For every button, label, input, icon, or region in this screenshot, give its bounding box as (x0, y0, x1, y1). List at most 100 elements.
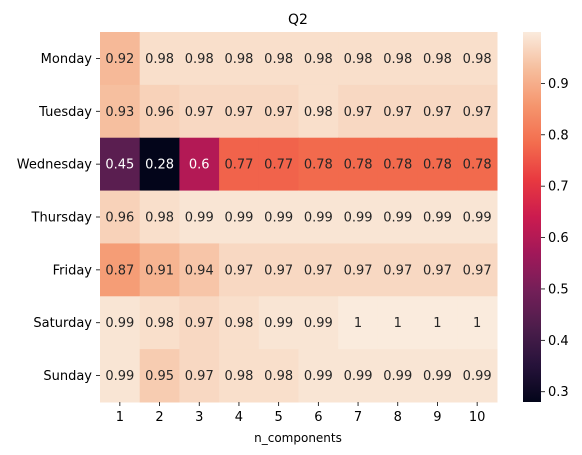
y-tick-label: Sunday (43, 369, 92, 384)
cell-value-label: 0.99 (224, 211, 253, 226)
heatmap-cell (100, 32, 141, 86)
cell-value-label: 0.97 (185, 105, 214, 120)
heatmap-cell (377, 190, 419, 244)
cell-value-label: 0.98 (304, 52, 333, 67)
cell-value-label: 0.97 (423, 105, 452, 120)
heatmap-cell (100, 190, 141, 244)
cell-value-label: 0.99 (264, 316, 293, 331)
heatmap-cell (179, 84, 220, 139)
y-tick-label: Tuesday (38, 105, 92, 120)
heatmap-cell (338, 84, 379, 139)
cell-value-label: 0.77 (224, 158, 253, 173)
heatmap-cell (100, 349, 141, 403)
cell-value-label: 0.98 (344, 52, 373, 67)
heatmap-cell (417, 349, 458, 403)
x-tick-label: 1 (116, 410, 124, 425)
cell-value-label: 0.45 (105, 158, 134, 173)
cell-value-label: 0.98 (264, 369, 293, 384)
heatmap-cell (457, 349, 498, 403)
x-tick-label: 3 (195, 410, 203, 425)
heatmap-cell (179, 32, 220, 86)
x-axis: 1 2 3 4 5 6 7 8 9 10 (116, 402, 485, 425)
cell-value-label: 0.98 (145, 211, 174, 226)
heatmap-cell (258, 190, 299, 244)
cell-value-label: 0.99 (304, 211, 333, 226)
cell-value-label: 0.99 (463, 369, 492, 384)
cell-value-label: 0.98 (304, 105, 333, 120)
heatmap-cell (457, 296, 498, 350)
heatmap-cell (298, 190, 339, 244)
heatmap-cell (417, 84, 458, 139)
heatmap-cell (457, 243, 498, 297)
heatmap-cell (139, 84, 180, 139)
x-axis-label: n_components (254, 431, 342, 445)
cell-value-label: 0.98 (145, 316, 174, 331)
x-tick-label: 8 (394, 410, 402, 425)
cell-value-label: 0.99 (105, 369, 134, 384)
cell-value-label: 0.97 (383, 105, 412, 120)
x-tick-label: 5 (275, 410, 283, 425)
cell-value-label: 0.98 (145, 52, 174, 67)
cell-value-label: 0.92 (105, 52, 134, 67)
heatmap-cell (219, 243, 260, 297)
heatmap-cell (457, 32, 498, 86)
heatmap-cell (417, 32, 458, 86)
cell-value-label: 0.95 (145, 369, 174, 384)
cell-value-label: 0.98 (224, 316, 253, 331)
heatmap-cell (258, 84, 299, 139)
y-tick-label: Wednesday (17, 158, 93, 173)
cell-value-label: 0.97 (264, 105, 293, 120)
heatmap-cell (377, 243, 419, 297)
heatmap-cell (298, 296, 339, 350)
heatmap-cell (139, 137, 180, 192)
heatmap-cell (338, 32, 379, 86)
cell-value-label: 0.78 (423, 158, 452, 173)
heatmap-cell (179, 243, 220, 297)
heatmap-cell (219, 296, 260, 350)
cell-value-label: 0.97 (463, 263, 492, 278)
heatmap-cell (338, 349, 379, 403)
heatmap-cell (139, 32, 180, 86)
y-axis: Monday Tuesday Wednesday Thursday Friday Satu… (17, 52, 100, 384)
y-tick-label: Friday (53, 263, 93, 278)
cell-value-label: 0.98 (463, 52, 492, 67)
heatmap-cell (298, 84, 339, 139)
cell-value-label: 0.97 (463, 105, 492, 120)
colorbar: 0.3 0.4 0.5 0.6 0.7 0.8 0.9 (523, 32, 569, 402)
cell-value-label: 0.99 (264, 211, 293, 226)
cell-value-label: 0.91 (145, 263, 174, 278)
heatmap-cell (298, 243, 339, 297)
heatmap-cell (219, 190, 260, 244)
heatmap-cell (298, 349, 339, 403)
cell-value-label: 0.99 (185, 211, 214, 226)
cell-value-label: 0.99 (423, 211, 452, 226)
cell-value-label: 0.96 (105, 211, 134, 226)
cell-value-label: 0.98 (224, 52, 253, 67)
heatmap-cell (100, 243, 141, 297)
colorbar-tick-label: 0.4 (548, 334, 569, 349)
cell-value-label: 0.97 (344, 263, 373, 278)
heatmap-cell (338, 190, 379, 244)
heatmap-cell (179, 349, 220, 403)
cell-value-label: 0.99 (304, 316, 333, 331)
cell-value-label: 1 (394, 316, 402, 331)
heatmap-cell (377, 296, 419, 350)
heatmap-cell (258, 137, 299, 192)
heatmap-cell (298, 137, 339, 192)
cell-value-label: 0.99 (304, 369, 333, 384)
cell-value-label: 0.99 (463, 211, 492, 226)
colorbar-gradient (523, 32, 541, 402)
cell-value-label: 1 (354, 316, 362, 331)
heatmap-cell (100, 84, 141, 139)
cell-value-label: 0.97 (264, 263, 293, 278)
heatmap-cell (139, 243, 180, 297)
cell-value-label: 0.97 (423, 263, 452, 278)
cell-value-label: 0.77 (264, 158, 293, 173)
colorbar-tick-label: 0.7 (548, 180, 569, 195)
colorbar-tick-label: 0.9 (548, 77, 569, 92)
cell-value-label: 0.28 (145, 158, 174, 173)
colorbar-tick-label: 0.6 (548, 231, 569, 246)
heatmap-cell (219, 32, 260, 86)
heatmap-cell (100, 137, 141, 192)
